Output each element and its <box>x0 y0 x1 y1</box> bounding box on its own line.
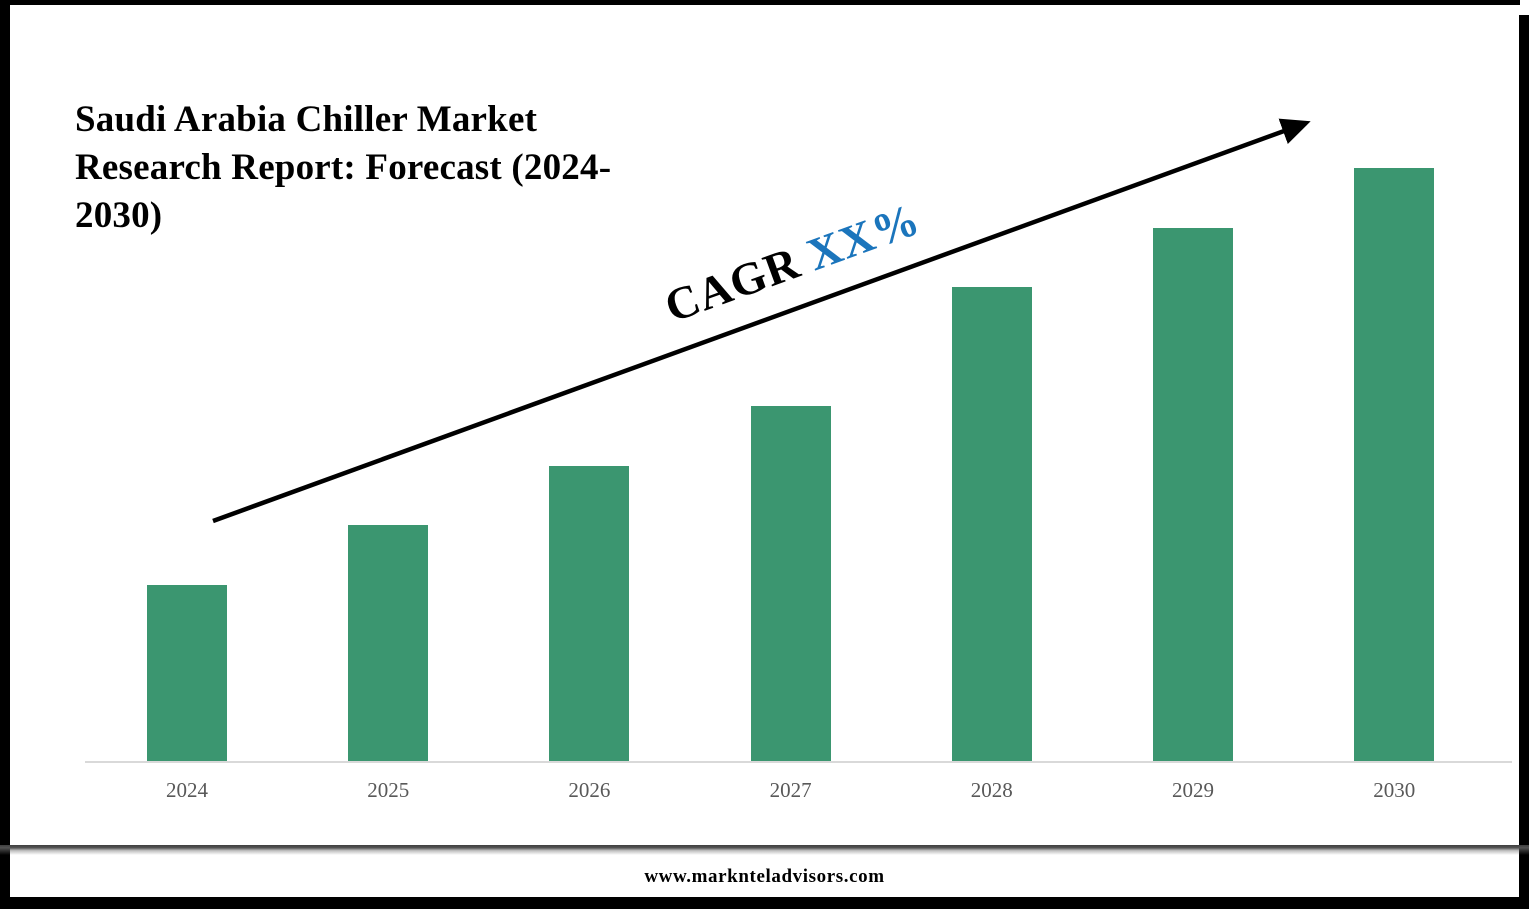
footer-separator <box>0 845 1529 855</box>
x-tick-label-2026: 2026 <box>568 778 611 802</box>
x-tick-label-2025: 2025 <box>367 778 410 802</box>
bar-2027 <box>750 406 831 763</box>
x-axis-line <box>85 761 1512 763</box>
x-tick-label-2024: 2024 <box>166 778 208 802</box>
chart-title: Saudi Arabia Chiller Market Research Rep… <box>75 96 675 240</box>
chart-title-line1: Saudi Arabia Chiller Market <box>75 99 538 140</box>
bar-2024 <box>147 584 227 763</box>
x-tick-label-2028: 2028 <box>970 778 1013 802</box>
x-tick-label-2029: 2029 <box>1172 778 1214 802</box>
x-tick-label-2030: 2030 <box>1373 778 1416 802</box>
x-tick-label-2027: 2027 <box>769 778 812 802</box>
frame-border-left <box>0 0 10 898</box>
bar-2030 <box>1354 168 1435 763</box>
bar-2025 <box>348 525 429 763</box>
chart-title-line3: 2030) <box>75 195 163 236</box>
cagr-annotation-value: XX% <box>800 192 927 280</box>
frame-border-bottom <box>0 897 1529 909</box>
cagr-annotation-prefix: CAGR <box>657 235 807 332</box>
frame-border-top <box>0 0 1520 5</box>
bar-2029 <box>1153 227 1233 763</box>
footer-website-url: www.marknteladvisors.com <box>644 866 885 887</box>
bar-2028 <box>951 287 1032 763</box>
chart-title-line2: Research Report: Forecast (2024- <box>75 147 612 188</box>
bar-2026 <box>549 465 630 763</box>
frame-border-right <box>1519 15 1529 898</box>
